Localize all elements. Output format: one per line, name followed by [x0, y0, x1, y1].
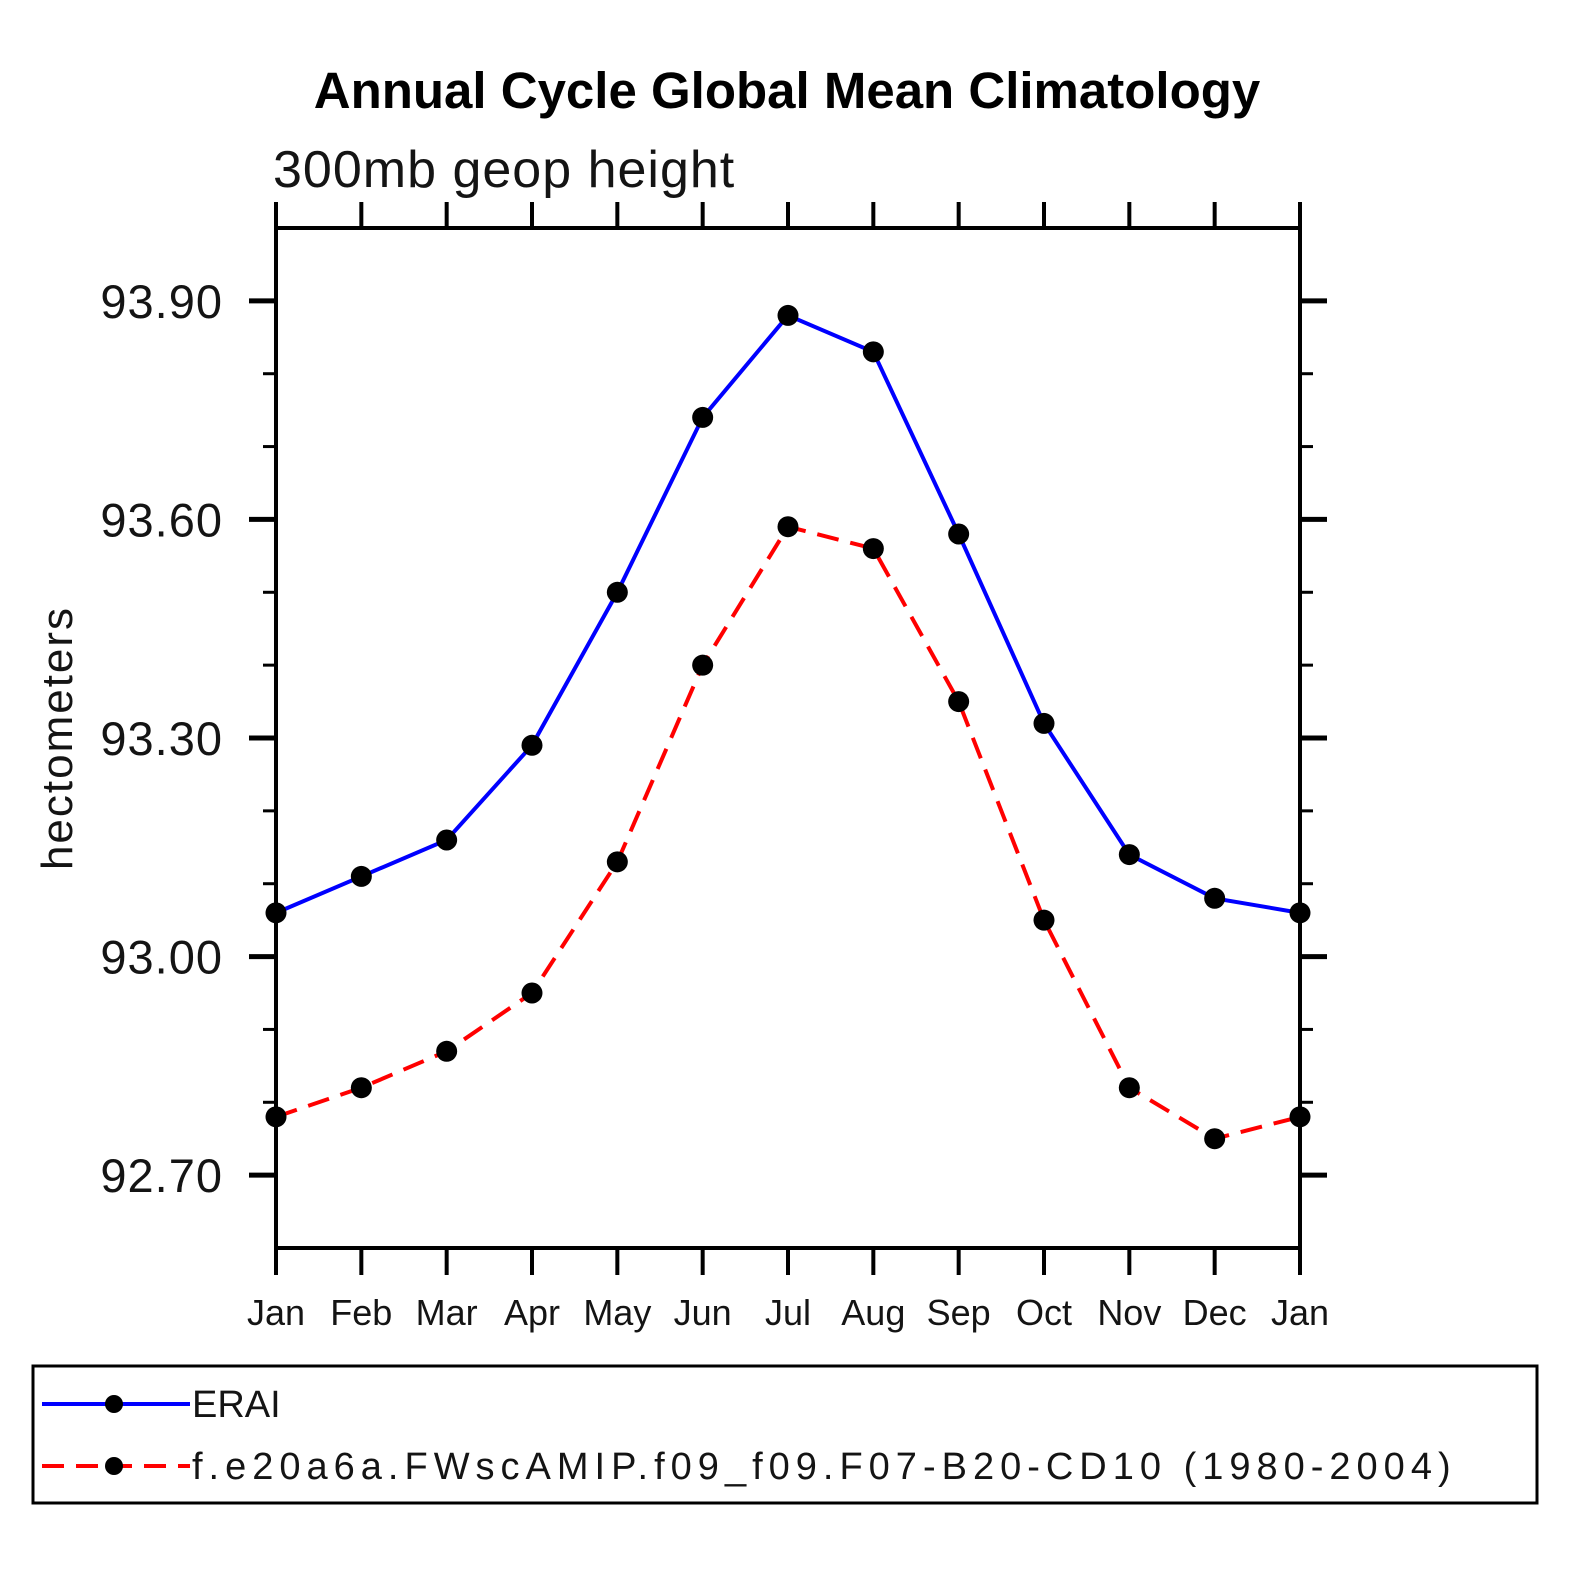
legend-label-model: f.e20a6a.FWscAMIP.f09_f09.F07-B20-CD10 (… [192, 1446, 1457, 1488]
x-tick-label: May [583, 1292, 651, 1333]
x-tick-label: Oct [1016, 1292, 1072, 1333]
legend-marker-erai [105, 1395, 123, 1413]
y-tick-label: 93.90 [100, 275, 223, 328]
data-point-erai [1118, 844, 1140, 866]
x-tick-label: Aug [841, 1292, 905, 1333]
data-point-model [777, 516, 799, 538]
data-point-erai [777, 304, 799, 326]
x-tick-label: Jul [765, 1292, 811, 1333]
y-tick-label: 93.60 [100, 493, 223, 546]
series-line-model [275, 524, 1301, 1141]
x-tick-label: Sep [927, 1292, 991, 1333]
data-point-model [692, 654, 714, 676]
x-tick-label: Dec [1183, 1292, 1247, 1333]
axes-group: Jan Feb Mar Apr May Jun Jul Aug Sep Oct Nov Dec Jan 9… [100, 202, 1329, 1333]
data-point-erai [1289, 902, 1311, 924]
data-point-model [521, 982, 543, 1004]
data-point-model [436, 1040, 458, 1062]
data-point-model [948, 691, 970, 713]
y-tick-label: 93.00 [100, 931, 223, 984]
x-tick-label: Nov [1097, 1292, 1161, 1333]
data-point-erai [436, 829, 458, 851]
data-point-model [1289, 1106, 1311, 1128]
x-tick-label: Jan [247, 1292, 305, 1333]
x-tick-label: Feb [330, 1292, 392, 1333]
legend-marker-model [105, 1457, 123, 1475]
chart-title: Annual Cycle Global Mean Climatology [314, 62, 1261, 119]
y-axis-title: hectometers [33, 606, 82, 870]
data-point-model [1033, 909, 1055, 931]
data-point-model [606, 851, 628, 873]
x-tick-label: Mar [416, 1292, 478, 1333]
data-point-erai [692, 406, 714, 428]
x-tick-label: Jun [674, 1292, 732, 1333]
data-point-erai [606, 581, 628, 603]
data-point-erai [862, 341, 884, 363]
chart-subtitle: 300mb geop height [273, 141, 735, 199]
x-tick-label: Apr [504, 1292, 560, 1333]
y-tick-label: 93.30 [100, 712, 223, 765]
x-tick-label: Jan [1271, 1292, 1329, 1333]
plot-series-group [265, 304, 1311, 1150]
data-point-erai [948, 523, 970, 545]
legend-label-erai: ERAI [192, 1384, 281, 1426]
data-point-erai [1204, 887, 1226, 909]
legend: ERAI f.e20a6a.FWscAMIP.f09_f09.F07-B20-C… [31, 1364, 1539, 1505]
series-line-erai [275, 313, 1301, 915]
data-point-erai [1033, 712, 1055, 734]
plot-frame [274, 226, 1302, 1250]
data-point-model [350, 1077, 372, 1099]
data-point-model [862, 538, 884, 560]
data-point-erai [350, 865, 372, 887]
data-point-model [1204, 1128, 1226, 1150]
data-point-model [1118, 1077, 1140, 1099]
legend-box [31, 1364, 1539, 1505]
y-tick-label: 92.70 [100, 1149, 223, 1202]
data-point-erai [521, 734, 543, 756]
data-point-erai [265, 902, 287, 924]
data-point-model [265, 1106, 287, 1128]
